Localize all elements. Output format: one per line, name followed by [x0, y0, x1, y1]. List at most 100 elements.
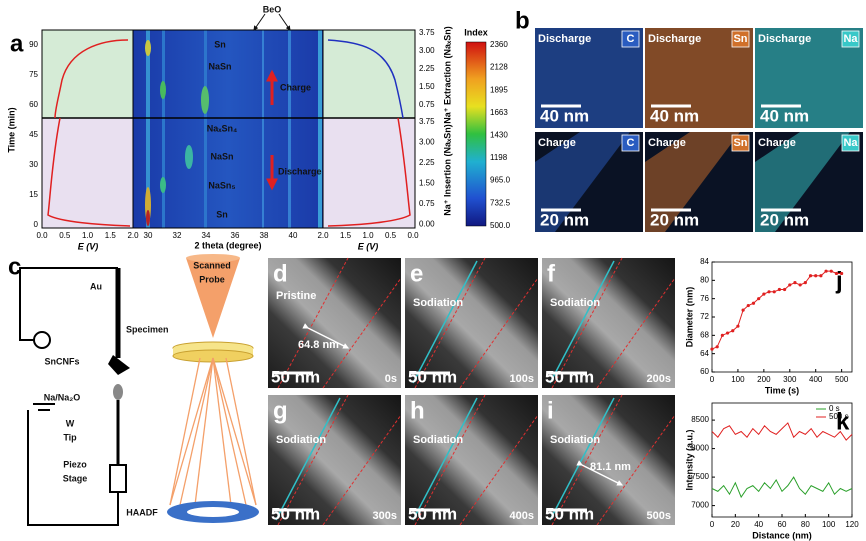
- colorbar-tick-label: 2360: [490, 40, 508, 49]
- data-point: [746, 303, 750, 308]
- x-axis-label: Distance (nm): [752, 530, 812, 540]
- voltage-curve: [327, 39, 404, 119]
- x-tick-label: 1.5: [340, 231, 352, 240]
- element-badge: [731, 30, 750, 48]
- data-line: [711, 270, 842, 350]
- colorbar-tick-label: 1663: [490, 108, 508, 117]
- label: Stage: [63, 473, 88, 483]
- data-point: [803, 281, 807, 285]
- beam: [186, 258, 240, 338]
- data-line: [711, 422, 853, 441]
- front-line: [412, 260, 478, 384]
- colorbar-tick-label: 500.0: [490, 221, 511, 230]
- discharge-region: [42, 118, 133, 228]
- label: SnCNFs: [44, 356, 79, 366]
- x-tick-label: 30: [144, 231, 153, 240]
- y-axis-label: Intensity (a.u.): [684, 429, 694, 490]
- label: Au: [90, 281, 102, 291]
- y-tick-label: 45: [29, 130, 38, 139]
- plot-frame: [711, 261, 853, 373]
- label: Scanned: [193, 260, 231, 270]
- data-point: [777, 287, 782, 292]
- scale-label: 50 nm: [408, 504, 457, 523]
- x-tick-label: 100: [731, 375, 745, 384]
- state-label: Discharge: [538, 33, 591, 45]
- data-point: [725, 331, 730, 335]
- y-tick-label: 72: [700, 312, 709, 321]
- edge-line: [459, 277, 539, 389]
- element-label: Sn: [733, 33, 747, 45]
- eds-signal: [535, 132, 630, 232]
- state-label: Charge: [648, 137, 686, 149]
- y-tick-label: 64: [700, 349, 709, 358]
- x-tick-label: 2.0: [127, 231, 139, 240]
- y-axis-label: Diameter (nm): [684, 287, 694, 348]
- y-tick-label: 68: [700, 330, 709, 339]
- scatter-rays: [169, 357, 257, 506]
- wire: [19, 267, 118, 330]
- x-tick-label: 1.5: [105, 231, 117, 240]
- scale-label: 20 nm: [650, 210, 699, 229]
- data-point: [782, 287, 787, 292]
- eds-signal: [645, 132, 740, 232]
- state-label: Discharge: [758, 33, 811, 45]
- x-tick-label: 100: [822, 520, 836, 529]
- beam: [186, 254, 240, 262]
- x-tick-label: 0: [710, 520, 715, 529]
- panel-label: e: [410, 260, 423, 287]
- element-badge: [731, 134, 750, 152]
- element-label: Sn: [733, 137, 747, 149]
- element-badge: [841, 30, 860, 48]
- y-tick-label: 80: [700, 275, 709, 284]
- tem-image: [405, 395, 538, 525]
- element-label: C: [627, 137, 635, 149]
- scale-label: 50 nm: [271, 367, 320, 386]
- state-label: Charge: [758, 137, 796, 149]
- caption: Sodiation: [276, 434, 326, 446]
- edge-line: [322, 414, 402, 526]
- measure-arrow: [576, 460, 624, 486]
- data-point: [829, 269, 833, 273]
- charge-region: [42, 30, 133, 118]
- y2-tick-label: 0.75: [419, 100, 435, 109]
- x-tick-label: 200: [757, 375, 771, 384]
- axis-label: Time (min): [6, 107, 16, 152]
- data-point: [710, 347, 714, 351]
- time-label: 100s: [510, 373, 534, 385]
- x-tick-label: 0.0: [407, 231, 419, 240]
- x-tick-label: 40: [754, 520, 763, 529]
- tem-image: [542, 395, 675, 525]
- caption: Sodiation: [550, 434, 600, 446]
- y-tick-label: 90: [29, 40, 38, 49]
- y-tick-label: 84: [700, 257, 709, 266]
- front-line: [275, 397, 341, 521]
- colorbar: [465, 41, 487, 227]
- y-tick-label: 0: [34, 220, 39, 229]
- data-point: [772, 290, 776, 294]
- data-point: [814, 274, 818, 278]
- x-tick-label: 36: [231, 231, 240, 240]
- caption: Pristine: [276, 290, 316, 302]
- y-tick-label: 60: [29, 100, 38, 109]
- heatmap-features: [145, 30, 322, 228]
- phase-label: NaSn₅: [208, 180, 235, 190]
- panel-label: a: [10, 30, 24, 57]
- discharge-region: [323, 118, 415, 228]
- time-label: 0s: [385, 373, 397, 385]
- data-point: [757, 297, 761, 301]
- time-label: 500s: [647, 510, 671, 522]
- front-line: [549, 260, 615, 384]
- annotation: Discharge: [278, 166, 322, 176]
- detector: [187, 507, 239, 517]
- front-line: [412, 397, 478, 521]
- data-line: [711, 476, 853, 499]
- na-source: [113, 384, 123, 400]
- axis-label: E (V): [358, 241, 379, 251]
- panel-label: g: [273, 397, 288, 424]
- phase-label: NaSn: [208, 61, 231, 71]
- frame: [41, 29, 416, 229]
- legend-label: 0 s: [829, 404, 840, 413]
- data-point: [731, 329, 735, 333]
- x-tick-label: 0.0: [36, 231, 48, 240]
